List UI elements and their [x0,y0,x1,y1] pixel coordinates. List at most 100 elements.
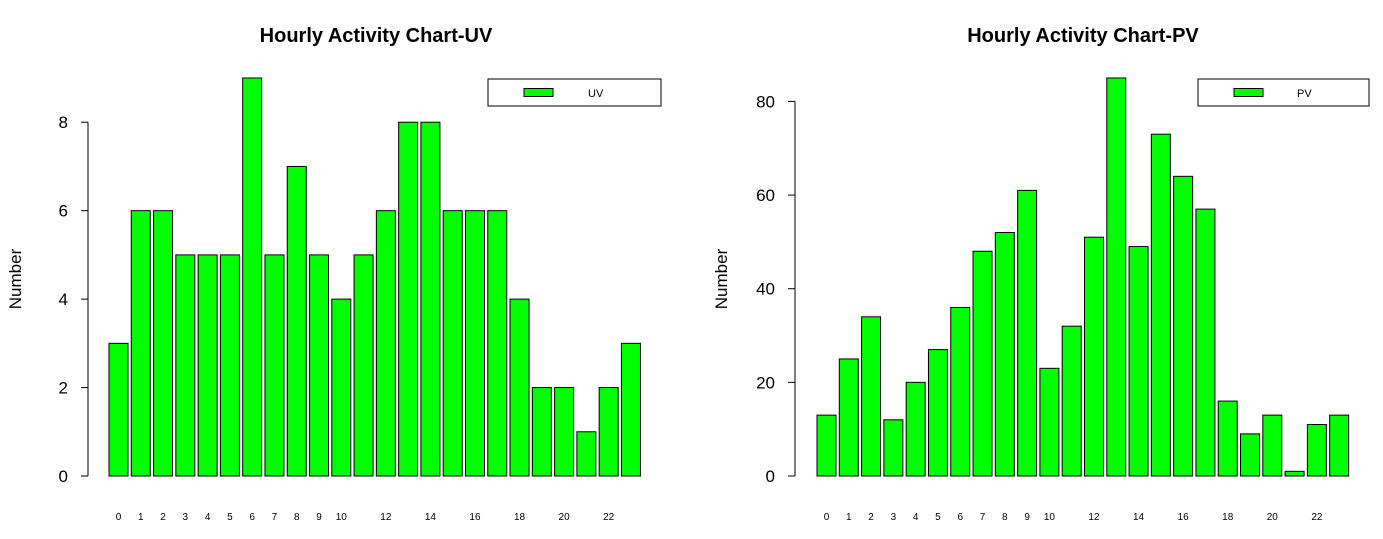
y-axis-label-pv: Number [712,248,731,309]
x-tick-labels-uv: 0 1 2 3 4 5 6 7 8 9 10 12 14 16 18 20 22 [116,512,615,523]
x-tick-labels-pv: 0 1 2 3 4 5 6 7 8 9 10 12 14 16 18 20 22 [824,512,1323,523]
bar-uv-hour-8 [286,165,307,477]
legend-swatch-pv [1233,88,1264,97]
bar-pv-hour-15 [1150,133,1171,477]
legend-swatch-uv [523,88,554,97]
x-tick-label-uv: 1 [138,512,144,523]
legend-uv: UV [487,78,662,107]
x-tick-label-pv: 22 [1311,512,1323,523]
bar-pv-hour-23 [1329,414,1350,477]
pv-chart: Hourly Activity Chart-PV Number 02040608… [712,25,1370,523]
bar-uv-hour-20 [554,387,575,477]
x-tick-label-uv: 2 [160,512,166,523]
legend-box-uv [487,78,662,107]
bar-uv-hour-0 [108,342,129,477]
bar-uv-hour-12 [375,210,396,477]
bar-pv-hour-4 [905,381,926,477]
bar-pv-hour-11 [1061,325,1082,477]
x-tick-label-uv: 16 [469,512,481,523]
bar-pv-hour-2 [861,316,882,477]
bar-uv-hour-19 [531,387,552,477]
y-tick-label-uv: 0 [59,467,68,486]
uv-chart: Hourly Activity Chart-UV Number 0 2 4 6 8 0 1… [6,25,662,523]
bar-uv-hour-1 [130,210,151,477]
bar-pv-hour-10 [1039,367,1060,477]
x-tick-label-uv: 7 [272,512,278,523]
bar-pv-hour-8 [994,232,1015,477]
bar-uv-hour-23 [620,342,641,477]
x-tick-label-pv: 14 [1133,512,1145,523]
y-tick-label-uv: 2 [59,379,68,398]
bar-pv-hour-6 [950,306,971,477]
legend-box-pv [1197,78,1370,107]
bar-pv-hour-17 [1195,208,1216,477]
bar-pv-hour-16 [1173,175,1194,477]
x-tick-label-uv: 10 [336,512,348,523]
bar-uv-hour-7 [264,254,285,477]
x-tick-label-uv: 12 [380,512,392,523]
y-tick-label-uv: 8 [59,113,68,132]
x-tick-label-uv: 9 [316,512,322,523]
bar-pv-hour-21 [1284,470,1305,477]
x-tick-label-uv: 5 [227,512,233,523]
bar-pv-hour-0 [816,414,837,477]
legend-label-pv: PV [1297,88,1312,100]
bar-uv-hour-18 [509,298,530,477]
bar-pv-hour-13 [1106,77,1127,477]
bar-uv-hour-13 [398,121,419,477]
y-tick-label-pv: 0 [766,467,775,486]
bar-uv-hour-2 [153,210,174,477]
x-tick-label-pv: 5 [935,512,941,523]
chart-title-uv: Hourly Activity Chart-UV [260,25,493,47]
x-tick-label-uv: 8 [294,512,300,523]
bars-uv [108,77,641,477]
y-axis-pv: 0 20 40 60 80 [756,92,796,486]
bar-pv-hour-5 [927,349,948,477]
x-tick-label-uv: 18 [514,512,526,523]
x-tick-label-pv: 7 [980,512,986,523]
x-tick-label-pv: 10 [1044,512,1056,523]
bar-pv-hour-3 [883,419,904,477]
y-tick-label-pv: 80 [756,92,775,111]
bar-pv-hour-9 [1017,189,1038,477]
legend-pv: PV [1197,78,1370,107]
bar-uv-hour-16 [464,210,485,477]
x-tick-label-pv: 9 [1024,512,1030,523]
x-tick-label-pv: 16 [1178,512,1190,523]
bar-uv-hour-10 [331,298,352,477]
x-tick-label-pv: 2 [868,512,874,523]
bar-pv-hour-1 [838,358,859,477]
bar-uv-hour-17 [487,210,508,477]
bar-pv-hour-22 [1306,423,1327,477]
y-tick-label-pv: 20 [756,373,775,392]
x-tick-label-pv: 18 [1222,512,1234,523]
x-tick-label-pv: 6 [957,512,963,523]
x-tick-label-pv: 1 [846,512,852,523]
x-tick-label-pv: 0 [824,512,830,523]
x-tick-label-uv: 6 [249,512,255,523]
x-tick-label-uv: 14 [425,512,437,523]
x-tick-label-pv: 3 [891,512,897,523]
bar-uv-hour-22 [598,387,619,477]
bar-pv-hour-7 [972,250,993,477]
y-tick-label-pv: 60 [756,186,775,205]
bar-uv-hour-4 [197,254,218,477]
y-tick-label-uv: 6 [59,202,68,221]
bar-uv-hour-6 [242,77,263,477]
bar-uv-hour-3 [175,254,196,477]
y-tick-label-uv: 4 [59,290,68,309]
bar-uv-hour-21 [576,431,597,477]
x-tick-label-pv: 4 [913,512,919,523]
x-tick-label-uv: 4 [205,512,211,523]
bar-uv-hour-14 [420,121,441,477]
x-tick-label-uv: 0 [116,512,122,523]
bar-pv-hour-12 [1083,236,1104,477]
bar-uv-hour-15 [442,210,463,477]
y-axis-label-uv: Number [6,248,25,309]
bar-pv-hour-14 [1128,246,1149,477]
bar-uv-hour-9 [309,254,330,477]
x-tick-label-uv: 22 [603,512,615,523]
bar-uv-hour-5 [219,254,240,477]
bars-pv [816,77,1350,477]
